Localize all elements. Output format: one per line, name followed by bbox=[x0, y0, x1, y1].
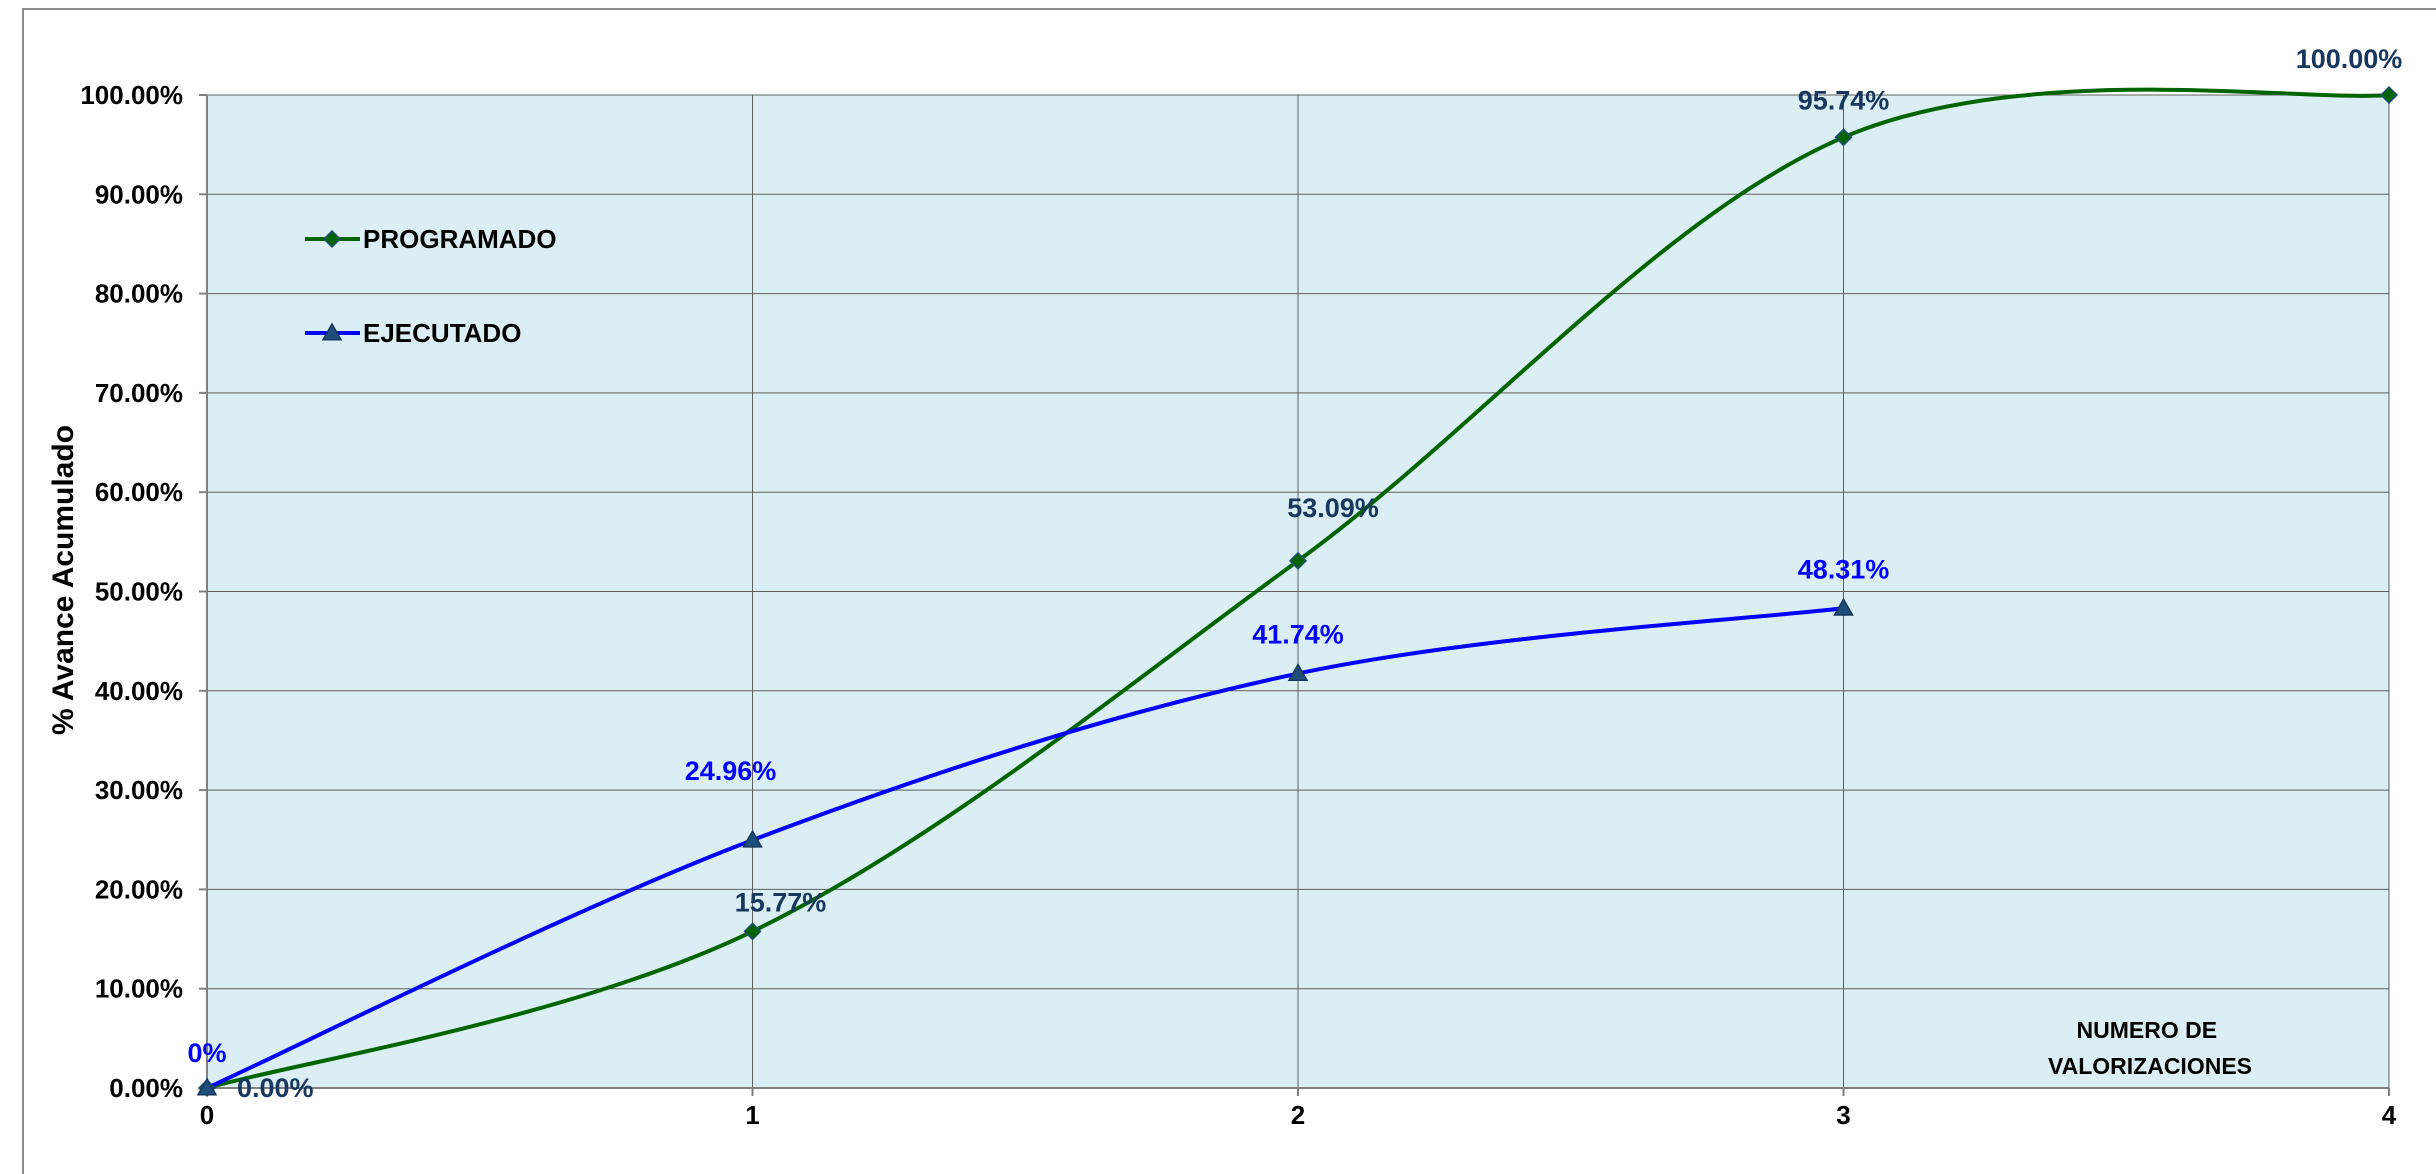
y-tick-label: 50.00% bbox=[95, 577, 183, 607]
marker-programado bbox=[2379, 85, 2399, 105]
marker-programado bbox=[1834, 128, 1853, 147]
data-label-programado: 53.09% bbox=[1287, 493, 1379, 523]
marker-ejecutado bbox=[742, 829, 763, 848]
data-label-ejecutado: 0% bbox=[187, 1038, 226, 1068]
chart-frame bbox=[22, 8, 2436, 1174]
y-tick-label: 10.00% bbox=[95, 974, 183, 1004]
y-tick-label: 70.00% bbox=[95, 378, 183, 408]
x-axis-title-line-1: NUMERO DE bbox=[2077, 1017, 2218, 1043]
legend-label-ejecutado: EJECUTADO bbox=[363, 318, 521, 348]
x-tick-label: 2 bbox=[1291, 1100, 1305, 1130]
x-tick-label: 0 bbox=[200, 1100, 214, 1130]
x-tick-label: 3 bbox=[1836, 1100, 1850, 1130]
x-axis-title: NUMERO DE VALORIZACIONES bbox=[2048, 1017, 2252, 1079]
x-tick-label: 1 bbox=[745, 1100, 759, 1130]
y-tick-label: 60.00% bbox=[95, 477, 183, 507]
legend-marker-programado bbox=[322, 229, 342, 249]
x-tick-label: 4 bbox=[2382, 1100, 2397, 1130]
legend-marker-ejecutado bbox=[321, 322, 343, 341]
data-label-programado: 95.74% bbox=[1798, 85, 1890, 115]
legend-label-programado: PROGRAMADO bbox=[363, 224, 557, 254]
x-axis-title-line-2: VALORIZACIONES bbox=[2048, 1053, 2252, 1079]
gridlines bbox=[206, 94, 2390, 1089]
marker-ejecutado bbox=[1287, 663, 1309, 682]
y-tick-label: 0.00% bbox=[109, 1073, 183, 1103]
series-line-ejecutado bbox=[206, 606, 1844, 1090]
y-tick-label: 90.00% bbox=[95, 179, 183, 209]
data-label-ejecutado: 48.31% bbox=[1798, 554, 1890, 584]
y-tick-labels: 0.00% 10.00% 20.00% 30.00% 40.00% 50.00% 60.00… bbox=[80, 80, 207, 1103]
data-label-ejecutado: 41.74% bbox=[1252, 620, 1344, 650]
marker-ejecutado bbox=[1833, 597, 1854, 616]
series-markers bbox=[196, 85, 2399, 1098]
marker-ejecutado bbox=[196, 1077, 218, 1096]
data-label-programado: 0.00% bbox=[237, 1073, 314, 1103]
y-tick-label: 40.00% bbox=[95, 676, 183, 706]
data-label-programado: 15.77% bbox=[735, 887, 827, 917]
y-tick-label: 30.00% bbox=[95, 775, 183, 805]
data-label-ejecutado: 24.96% bbox=[685, 756, 777, 786]
y-tick-label: 20.00% bbox=[95, 874, 183, 904]
y-tick-label: 80.00% bbox=[95, 279, 183, 309]
legend: PROGRAMADO EJECUTADO bbox=[305, 224, 557, 348]
x-tick-labels: 0 1 2 3 4 bbox=[200, 1088, 2397, 1130]
marker-programado bbox=[743, 922, 762, 941]
data-label-programado: 100.00% bbox=[2296, 44, 2403, 74]
y-tick-label: 100.00% bbox=[80, 80, 183, 110]
marker-programado bbox=[1288, 551, 1308, 570]
data-labels: 0.00% 15.77% 53.09% 95.74% 100.00% 0% 24.96% 41… bbox=[187, 44, 2402, 1103]
y-axis-title: % Avance Acumulado bbox=[47, 425, 80, 735]
